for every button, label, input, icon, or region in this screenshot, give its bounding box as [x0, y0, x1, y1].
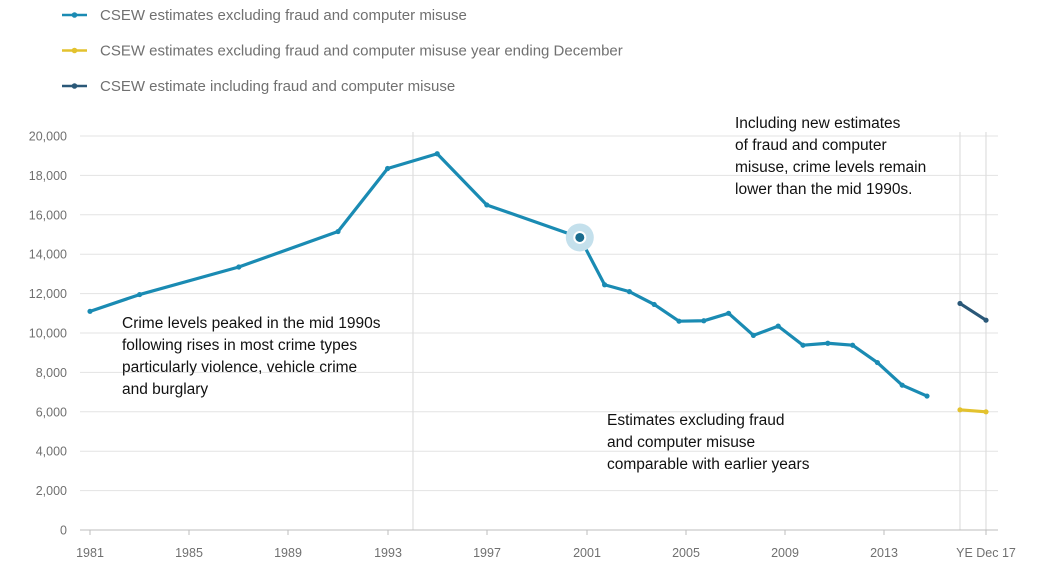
data-point — [899, 382, 905, 388]
annotation-line: Including new estimates — [735, 115, 901, 132]
y-tick-label: 8,000 — [36, 366, 67, 380]
data-point — [651, 301, 657, 308]
chart-legend: CSEW estimates excluding fraud and compu… — [62, 7, 623, 95]
x-tick-label: 1985 — [175, 546, 203, 560]
legend-label: CSEW estimates excluding fraud and compu… — [100, 7, 467, 24]
chart-annotations: Crime levels peaked in the mid 1990s foll… — [122, 115, 926, 473]
chart-axes: 0 2,000 4,000 6,000 8,000 10,000 12,000 14,000 1… — [29, 130, 1016, 561]
data-point — [983, 409, 989, 415]
data-point — [236, 264, 242, 270]
data-point — [434, 151, 440, 157]
legend-marker — [71, 83, 78, 89]
series-line — [958, 408, 988, 414]
data-point — [957, 407, 963, 413]
annotation-line: misuse, crime levels remain — [735, 159, 926, 176]
y-tick-label: 12,000 — [29, 287, 67, 301]
y-tick-label: 14,000 — [29, 248, 67, 262]
data-point — [726, 310, 732, 316]
y-tick-label: 16,000 — [29, 208, 67, 222]
data-point — [924, 393, 930, 399]
data-point — [385, 165, 391, 172]
annotation-line: and burglary — [122, 381, 208, 398]
x-tick-label: 2001 — [573, 546, 601, 560]
data-point-highlight — [573, 230, 587, 244]
data-point — [701, 318, 707, 324]
x-tick-label: 1997 — [473, 546, 501, 560]
data-point — [957, 300, 963, 307]
legend-marker — [71, 47, 78, 54]
chart-gridlines — [80, 132, 998, 530]
y-tick-label: 20,000 — [29, 130, 67, 144]
annotation-text: Including new estimates of fraud and comp… — [735, 115, 926, 198]
y-tick-label: 0 — [60, 524, 67, 538]
legend-marker — [71, 12, 78, 18]
data-point — [775, 323, 781, 329]
legend-label: CSEW estimate including fraud and comput… — [100, 78, 455, 95]
data-point — [825, 340, 831, 346]
x-tick-label: 1989 — [274, 546, 302, 560]
annotation-line: Estimates excluding fraud — [607, 412, 784, 429]
annotation-text: Crime levels peaked in the mid 1990s foll… — [122, 315, 381, 398]
data-point — [484, 202, 490, 208]
x-tick-label: YE Dec 17 — [956, 546, 1016, 560]
annotation-text: Estimates excluding fraud and computer mi… — [607, 412, 810, 473]
data-point — [87, 308, 93, 314]
data-point — [800, 342, 806, 348]
annotation-line: following rises in most crime types — [122, 337, 357, 354]
annotation-line: comparable with earlier years — [607, 456, 810, 473]
data-point — [983, 317, 989, 323]
data-point — [676, 318, 682, 324]
data-point — [626, 289, 633, 295]
legend-label: CSEW estimates excluding fraud and compu… — [100, 43, 623, 60]
x-tick-label: 2005 — [672, 546, 700, 560]
y-tick-label: 2,000 — [36, 484, 67, 498]
annotation-line: and computer misuse — [607, 434, 755, 451]
x-tick-label: 1993 — [374, 546, 402, 560]
annotation-line: particularly violence, vehicle crime — [122, 359, 357, 376]
series-line — [958, 301, 988, 322]
series-line — [88, 152, 929, 398]
y-tick-label: 18,000 — [29, 169, 67, 183]
data-point — [874, 359, 881, 366]
data-point — [335, 228, 341, 235]
data-point — [750, 332, 757, 338]
data-point — [850, 342, 856, 348]
x-tick-label: 2009 — [771, 546, 799, 560]
chart-series — [87, 151, 989, 415]
annotation-line: of fraud and computer — [735, 137, 887, 154]
y-tick-label: 6,000 — [36, 405, 67, 419]
data-point — [137, 291, 143, 298]
annotation-line: lower than the mid 1990s. — [735, 181, 913, 198]
data-point — [602, 282, 608, 288]
x-tick-label: 2013 — [870, 546, 898, 560]
annotation-line: Crime levels peaked in the mid 1990s — [122, 315, 381, 332]
x-tick-label: 1981 — [76, 546, 104, 560]
y-tick-label: 4,000 — [36, 445, 67, 459]
y-tick-label: 10,000 — [29, 327, 67, 341]
